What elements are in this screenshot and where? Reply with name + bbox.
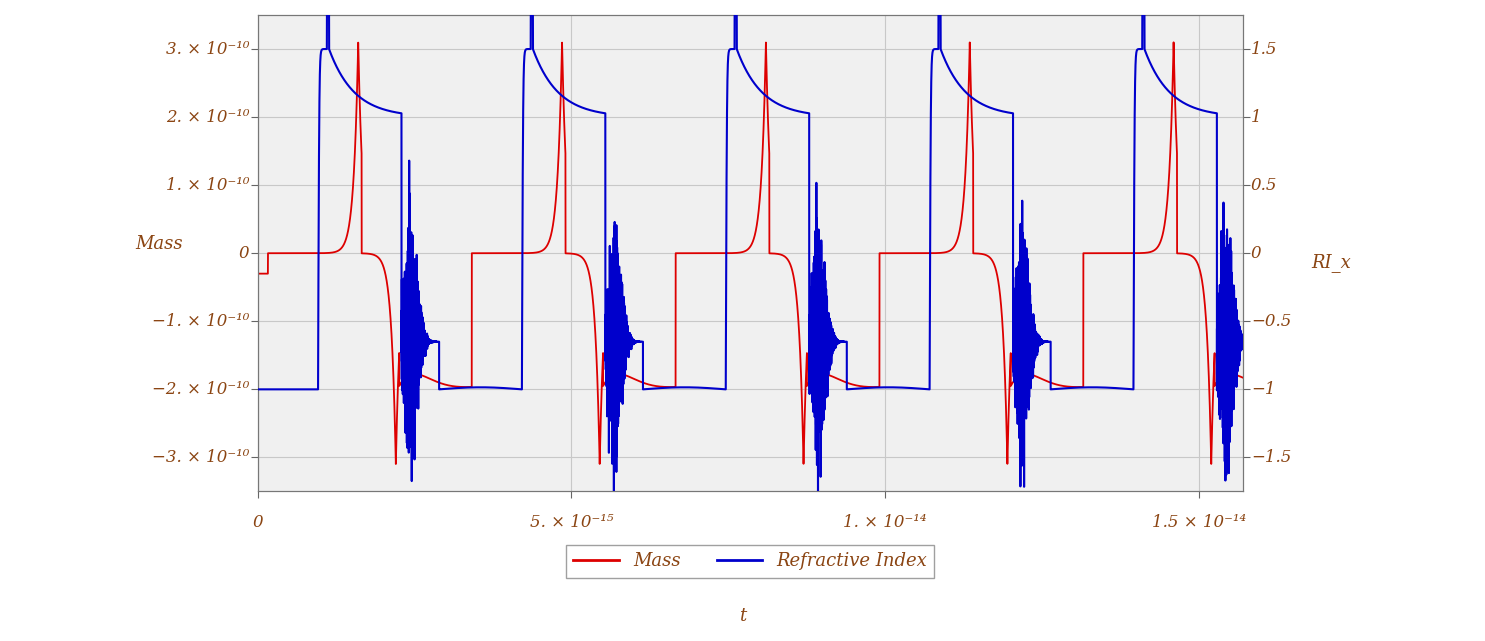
Text: 3. × 10⁻¹⁰: 3. × 10⁻¹⁰ xyxy=(166,40,249,58)
Refractive Index xyxy=(318,4,336,12)
Text: 1: 1 xyxy=(1250,108,1262,126)
Text: 1. × 10⁻¹⁰: 1. × 10⁻¹⁰ xyxy=(166,177,249,194)
Refractive Index xyxy=(316,45,334,53)
Mass xyxy=(980,253,998,260)
Text: 0: 0 xyxy=(239,245,249,262)
Text: 1. × 10⁻¹⁴: 1. × 10⁻¹⁴ xyxy=(843,513,927,531)
Y-axis label: RI_x: RI_x xyxy=(1311,253,1351,272)
Text: 1.5: 1.5 xyxy=(1250,40,1277,58)
Mass xyxy=(388,460,405,468)
Mass xyxy=(842,380,860,388)
Text: 2. × 10⁻¹⁰: 2. × 10⁻¹⁰ xyxy=(166,108,249,126)
Text: −1. × 10⁻¹⁰: −1. × 10⁻¹⁰ xyxy=(151,313,249,329)
Line: Mass: Mass xyxy=(258,42,1243,464)
Text: −2. × 10⁻¹⁰: −2. × 10⁻¹⁰ xyxy=(151,381,249,398)
Refractive Index xyxy=(1234,338,1252,346)
Refractive Index xyxy=(783,106,800,113)
Refractive Index xyxy=(486,384,503,392)
Text: −3. × 10⁻¹⁰: −3. × 10⁻¹⁰ xyxy=(151,449,249,466)
Refractive Index xyxy=(249,385,267,393)
Text: −0.5: −0.5 xyxy=(1250,313,1292,329)
Refractive Index xyxy=(627,338,644,346)
Mass xyxy=(783,266,800,274)
Y-axis label: Mass: Mass xyxy=(135,235,183,253)
Mass xyxy=(1164,38,1182,46)
Mass xyxy=(316,249,334,257)
Refractive Index xyxy=(809,494,827,502)
Text: 1.5 × 10⁻¹⁴: 1.5 × 10⁻¹⁴ xyxy=(1152,513,1246,531)
Text: t: t xyxy=(740,607,745,625)
Text: 0.5: 0.5 xyxy=(1250,177,1277,194)
Text: 0: 0 xyxy=(252,513,263,531)
Line: Refractive Index: Refractive Index xyxy=(258,8,1243,498)
Text: 0: 0 xyxy=(1250,245,1262,262)
Legend: Mass, Refractive Index: Mass, Refractive Index xyxy=(566,545,934,578)
Text: 5. × 10⁻¹⁵: 5. × 10⁻¹⁵ xyxy=(530,513,613,531)
Mass xyxy=(249,270,267,278)
Mass xyxy=(486,249,503,257)
Refractive Index xyxy=(842,385,860,393)
Text: −1.5: −1.5 xyxy=(1250,449,1292,466)
Text: −1: −1 xyxy=(1250,381,1276,398)
Mass xyxy=(1234,374,1252,381)
Refractive Index xyxy=(980,103,998,111)
Mass xyxy=(627,376,644,383)
